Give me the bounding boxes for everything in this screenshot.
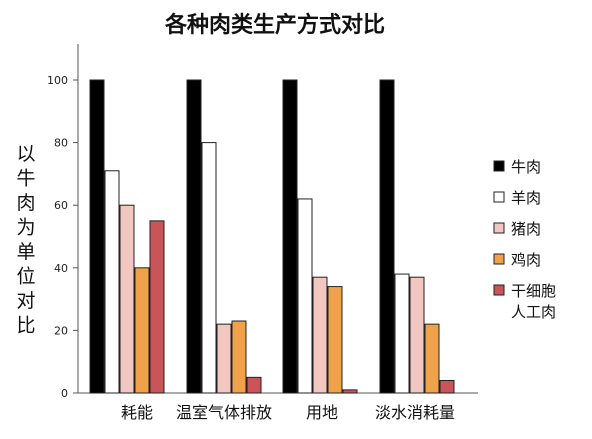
- bar-4-1: [134, 267, 150, 394]
- y-tick-label: 40: [54, 262, 68, 275]
- legend-label: 羊肉: [511, 189, 541, 207]
- y-tick-label: 20: [54, 324, 68, 337]
- category-label: 用地: [306, 403, 338, 422]
- bar-1-2: [186, 79, 202, 394]
- bar-1-1: [89, 79, 105, 394]
- y-axis-label: 以牛肉为单位对比: [16, 143, 35, 337]
- bar-5-4: [439, 379, 455, 394]
- legend-swatch: [493, 222, 505, 234]
- bar-2-3: [297, 198, 313, 394]
- legend-swatch: [493, 284, 505, 296]
- bar-3-1: [119, 204, 135, 394]
- y-tick-label: 0: [61, 387, 68, 400]
- legend-swatch: [493, 191, 505, 203]
- bar-5-3: [342, 389, 358, 394]
- category-label: 淡水消耗量: [375, 403, 455, 422]
- y-axis-label-text: 以牛肉为单位对比: [16, 143, 35, 337]
- legend-label: 鸡肉: [511, 251, 541, 269]
- x-labels: 耗能 温室气体排放 用地 淡水消耗量: [121, 403, 455, 422]
- legend-swatch: [493, 160, 505, 172]
- category-label: 耗能: [121, 403, 153, 422]
- bar-5-2: [246, 376, 262, 394]
- bar-4-3: [327, 286, 343, 394]
- bar-1-4: [379, 79, 395, 394]
- legend-label: 猪肉: [511, 220, 541, 238]
- legend-label: 牛肉: [511, 158, 541, 176]
- y-tick-label: 60: [54, 199, 68, 212]
- bar-2-2: [201, 142, 217, 394]
- bar-1-3: [282, 79, 298, 394]
- bar-2-4: [394, 273, 410, 394]
- bars: [89, 79, 455, 394]
- bar-4-2: [231, 320, 247, 394]
- bar-2-1: [104, 170, 120, 394]
- category-label: 温室气体排放: [176, 403, 272, 422]
- y-ticks: 0 20 40 60 80 100: [47, 74, 78, 400]
- bar-3-3: [312, 276, 328, 394]
- y-tick-label: 100: [47, 74, 68, 87]
- bar-5-1: [149, 220, 165, 394]
- legend-swatch: [493, 253, 505, 265]
- legend-label: 干细胞人工肉: [511, 282, 556, 321]
- bar-3-4: [409, 276, 425, 394]
- bar-4-4: [424, 323, 440, 394]
- y-tick-label: 80: [54, 137, 68, 150]
- chart-title: 各种肉类生产方式对比: [164, 12, 385, 38]
- bar-3-2: [216, 323, 232, 394]
